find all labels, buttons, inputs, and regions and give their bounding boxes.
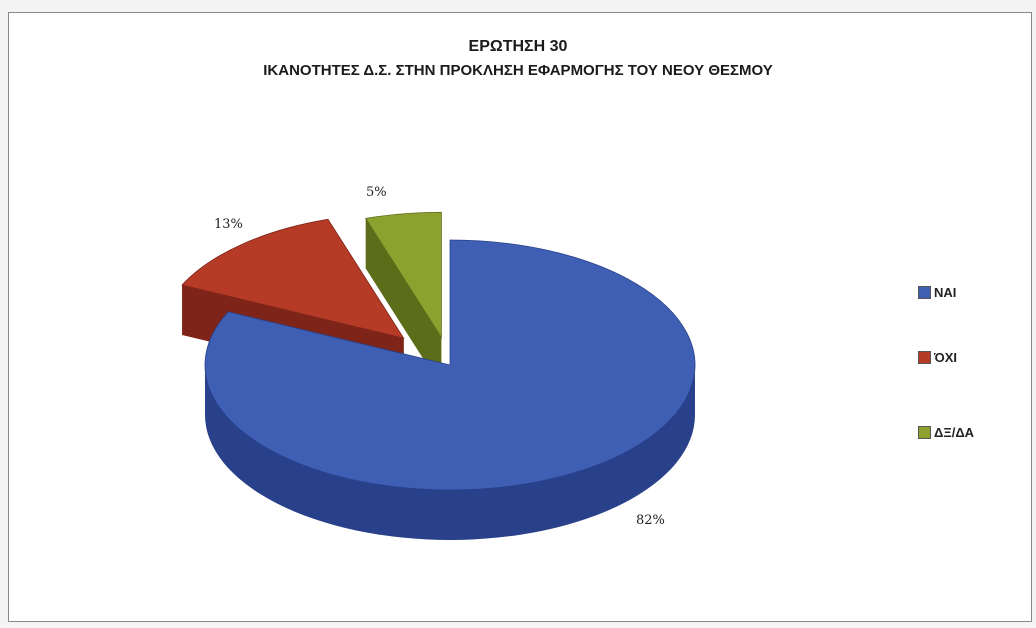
pie-slice-cut-2-0: [365, 218, 442, 388]
legend-label-1: ΌΧΙ: [934, 350, 958, 365]
legend-item-1: ΌΧΙ: [918, 350, 957, 365]
pie-slice-side-2: [365, 218, 442, 388]
pie-slice-wall-0: [205, 365, 695, 540]
data-label-1: 13%: [214, 217, 243, 232]
pie-slice-0: [204, 239, 696, 491]
pie-slice-1: [181, 218, 405, 339]
pie-slice-2: [365, 211, 442, 339]
legend-swatch-0: [918, 286, 931, 299]
legend-swatch-1: [918, 351, 931, 364]
chart-title: ΕΡΩΤΗΣΗ 30: [468, 38, 568, 55]
legend-item-0: ΝΑΙ: [918, 285, 956, 300]
legend-label-0: ΝΑΙ: [934, 285, 957, 300]
legend-label-2: ΔΞ/ΔΑ: [934, 425, 975, 440]
legend-swatch-2: [918, 426, 931, 439]
data-label-0: 82%: [636, 513, 665, 528]
legend-item-2: ΔΞ/ΔΑ: [918, 425, 974, 440]
chart-subtitle: ΙΚΑΝΟΤΗΤΕΣ Δ.Σ. ΣΤΗΝ ΠΡΟΚΛΗΣΗ ΕΦΑΡΜΟΓΗΣ …: [263, 62, 773, 79]
data-label-2: 5%: [366, 185, 387, 200]
